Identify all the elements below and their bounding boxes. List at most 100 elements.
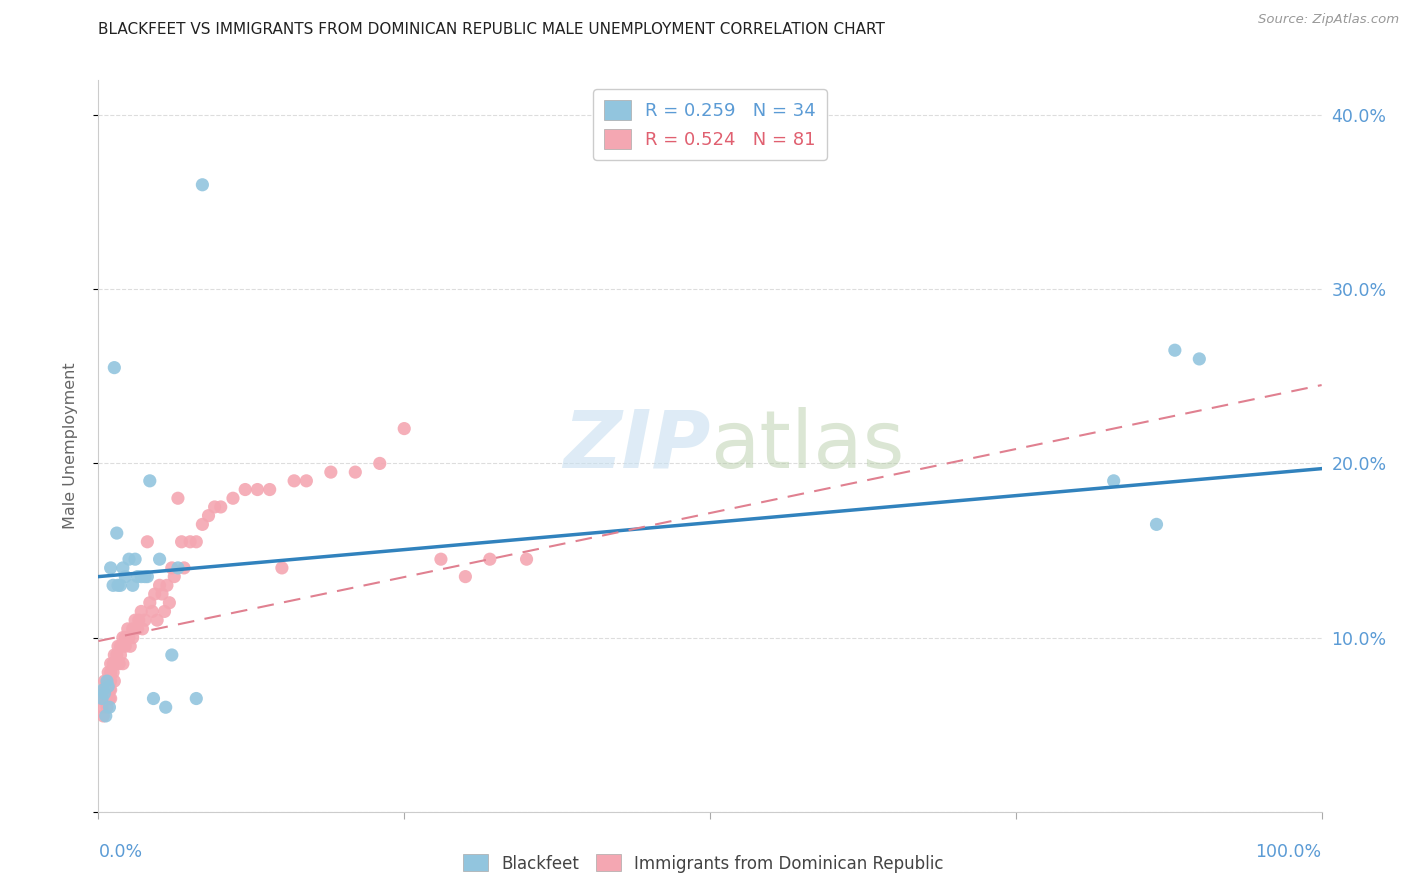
Point <box>98 691 121 706</box>
Text: 0.0%: 0.0% <box>98 843 142 861</box>
Point <box>110 640 132 654</box>
Point <box>155 700 177 714</box>
Point <box>93 691 115 706</box>
Point <box>191 178 214 192</box>
Point <box>197 508 219 523</box>
Point <box>392 421 416 435</box>
Point <box>93 674 115 689</box>
Point <box>204 500 226 514</box>
Point <box>515 552 537 566</box>
Point <box>105 648 128 662</box>
Point <box>98 700 121 714</box>
Point <box>94 709 117 723</box>
Point <box>110 648 132 662</box>
Point <box>186 691 208 706</box>
Point <box>1146 517 1168 532</box>
Point <box>118 631 141 645</box>
Point <box>121 622 143 636</box>
Point <box>134 569 156 583</box>
Point <box>100 657 122 671</box>
Point <box>120 640 142 654</box>
Text: 100.0%: 100.0% <box>1256 843 1322 861</box>
Point <box>108 657 131 671</box>
Point <box>105 526 128 541</box>
Point <box>100 682 122 697</box>
Point <box>100 561 122 575</box>
Text: BLACKFEET VS IMMIGRANTS FROM DOMINICAN REPUBLIC MALE UNEMPLOYMENT CORRELATION CH: BLACKFEET VS IMMIGRANTS FROM DOMINICAN R… <box>98 22 886 37</box>
Point <box>150 587 173 601</box>
Point <box>111 657 134 671</box>
Point <box>160 648 183 662</box>
Point <box>136 534 159 549</box>
Point <box>167 561 190 575</box>
Point <box>98 682 121 697</box>
Point <box>149 552 172 566</box>
Point <box>209 500 232 514</box>
Point <box>179 534 201 549</box>
Point <box>97 679 120 693</box>
Point <box>153 604 176 618</box>
Point <box>121 631 143 645</box>
Point <box>127 569 149 583</box>
Point <box>163 569 186 583</box>
Point <box>114 640 136 654</box>
Point <box>170 534 193 549</box>
Point <box>191 517 214 532</box>
Point <box>100 691 122 706</box>
Point <box>173 561 195 575</box>
Point <box>114 631 136 645</box>
Point <box>94 686 117 700</box>
Point <box>142 691 165 706</box>
Y-axis label: Male Unemployment: Male Unemployment <box>63 363 77 529</box>
Legend: Blackfeet, Immigrants from Dominican Republic: Blackfeet, Immigrants from Dominican Rep… <box>456 847 950 880</box>
Point <box>91 691 114 706</box>
Point <box>295 474 318 488</box>
Point <box>103 674 125 689</box>
Point <box>160 561 183 575</box>
Point <box>149 578 172 592</box>
Text: ZIP: ZIP <box>562 407 710 485</box>
Text: Source: ZipAtlas.com: Source: ZipAtlas.com <box>1258 13 1399 27</box>
Point <box>136 569 159 583</box>
Point <box>103 360 125 375</box>
Point <box>114 569 136 583</box>
Point <box>222 491 245 506</box>
Point <box>129 569 152 583</box>
Point <box>141 604 163 618</box>
Point <box>146 613 169 627</box>
Point <box>131 622 153 636</box>
Point <box>128 613 150 627</box>
Point <box>478 552 501 566</box>
Point <box>157 596 180 610</box>
Point <box>93 682 115 697</box>
Point <box>101 657 124 671</box>
Point <box>124 552 146 566</box>
Point <box>319 465 342 479</box>
Point <box>103 648 125 662</box>
Point <box>101 578 124 592</box>
Point <box>344 465 367 479</box>
Point <box>233 483 256 497</box>
Point <box>1188 351 1211 366</box>
Point <box>96 674 118 689</box>
Point <box>111 631 134 645</box>
Point <box>91 700 114 714</box>
Point <box>105 657 128 671</box>
Text: atlas: atlas <box>710 407 904 485</box>
Point <box>139 474 162 488</box>
Point <box>270 561 294 575</box>
Point <box>94 679 117 693</box>
Point <box>100 674 122 689</box>
Point <box>91 682 114 697</box>
Point <box>1102 474 1125 488</box>
Point <box>246 483 269 497</box>
Point <box>107 578 129 592</box>
Point <box>97 682 120 697</box>
Point <box>100 665 122 680</box>
Point <box>111 561 134 575</box>
Point <box>283 474 305 488</box>
Point <box>259 483 281 497</box>
Point <box>90 691 112 706</box>
Point <box>430 552 453 566</box>
Point <box>93 686 115 700</box>
